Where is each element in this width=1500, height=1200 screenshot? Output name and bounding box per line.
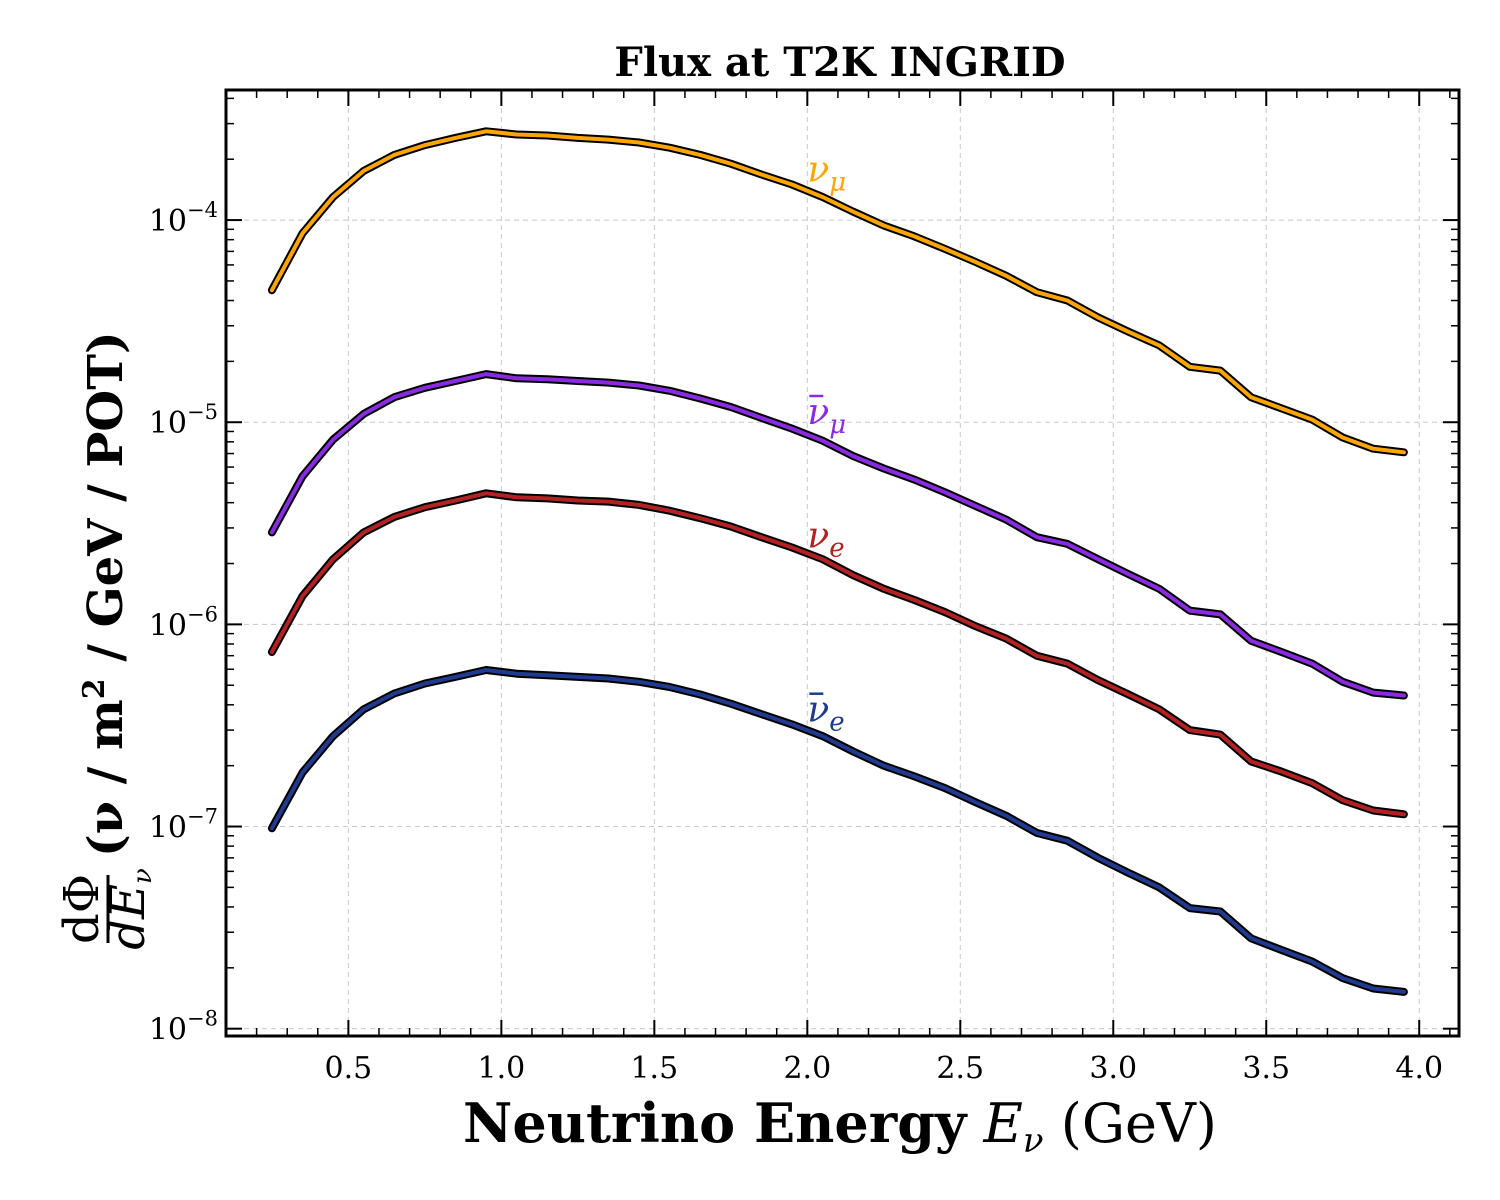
series-line-3 bbox=[269, 668, 1406, 994]
x-tick-label: 2.5 bbox=[936, 1051, 984, 1086]
series-label-0: νμ bbox=[807, 150, 846, 198]
series-label-3: νe bbox=[807, 690, 844, 738]
series-layer bbox=[267, 127, 1408, 996]
x-tick-label: 1.0 bbox=[478, 1051, 526, 1086]
series-line-0 bbox=[269, 129, 1406, 455]
y-tick-label: 10−8 bbox=[149, 1007, 218, 1048]
x-axis-label-unit: (GeV) bbox=[1061, 1092, 1217, 1155]
x-axis-label-text: Neutrino Energy bbox=[463, 1091, 968, 1155]
y-tick-labels: 10−8 10−7 10−6 10−5 10−4 bbox=[149, 198, 218, 1048]
y-tick-label: 10−5 bbox=[149, 400, 218, 441]
y-label-denominator: dEν bbox=[100, 868, 158, 950]
series-line-1 bbox=[269, 372, 1406, 698]
y-tick-label: 10−4 bbox=[149, 198, 218, 239]
x-tick-label: 3.5 bbox=[1242, 1051, 1290, 1086]
series-label-1: νμ bbox=[807, 392, 846, 440]
y-tick-label: 10−6 bbox=[149, 602, 218, 643]
y-label-units: (ν / m2 / GeV / POT) bbox=[77, 331, 134, 857]
x-axis-label-sub: ν bbox=[1023, 1121, 1044, 1161]
x-tick-label: 3.0 bbox=[1089, 1051, 1137, 1086]
x-tick-label: 2.0 bbox=[783, 1051, 831, 1086]
y-label-numerator: dΦ bbox=[54, 874, 110, 944]
series-line-2 bbox=[269, 491, 1406, 817]
y-tick-label: 10−7 bbox=[149, 805, 218, 846]
x-tick-label: 4.0 bbox=[1395, 1051, 1443, 1086]
x-axis-label: Neutrino Energy Eν (GeV) bbox=[463, 1091, 1217, 1161]
y-axis-label: dΦ dEν (ν / m2 / GeV / POT) bbox=[54, 331, 158, 949]
major-ticks bbox=[226, 90, 1459, 1036]
x-tick-label: 0.5 bbox=[325, 1051, 373, 1086]
chart-title: Flux at T2K INGRID bbox=[614, 39, 1065, 86]
plot-frame bbox=[224, 88, 1461, 1038]
x-tick-labels: 0.5 1.0 1.5 2.0 2.5 3.0 3.5 4.0 bbox=[325, 1051, 1444, 1086]
grid-layer bbox=[226, 90, 1459, 1036]
series-labels: νμ νμ νe νe bbox=[807, 150, 846, 738]
x-tick-label: 1.5 bbox=[630, 1051, 678, 1086]
x-axis-label-symbol: E bbox=[983, 1092, 1023, 1155]
series-label-2: νe bbox=[807, 516, 844, 564]
